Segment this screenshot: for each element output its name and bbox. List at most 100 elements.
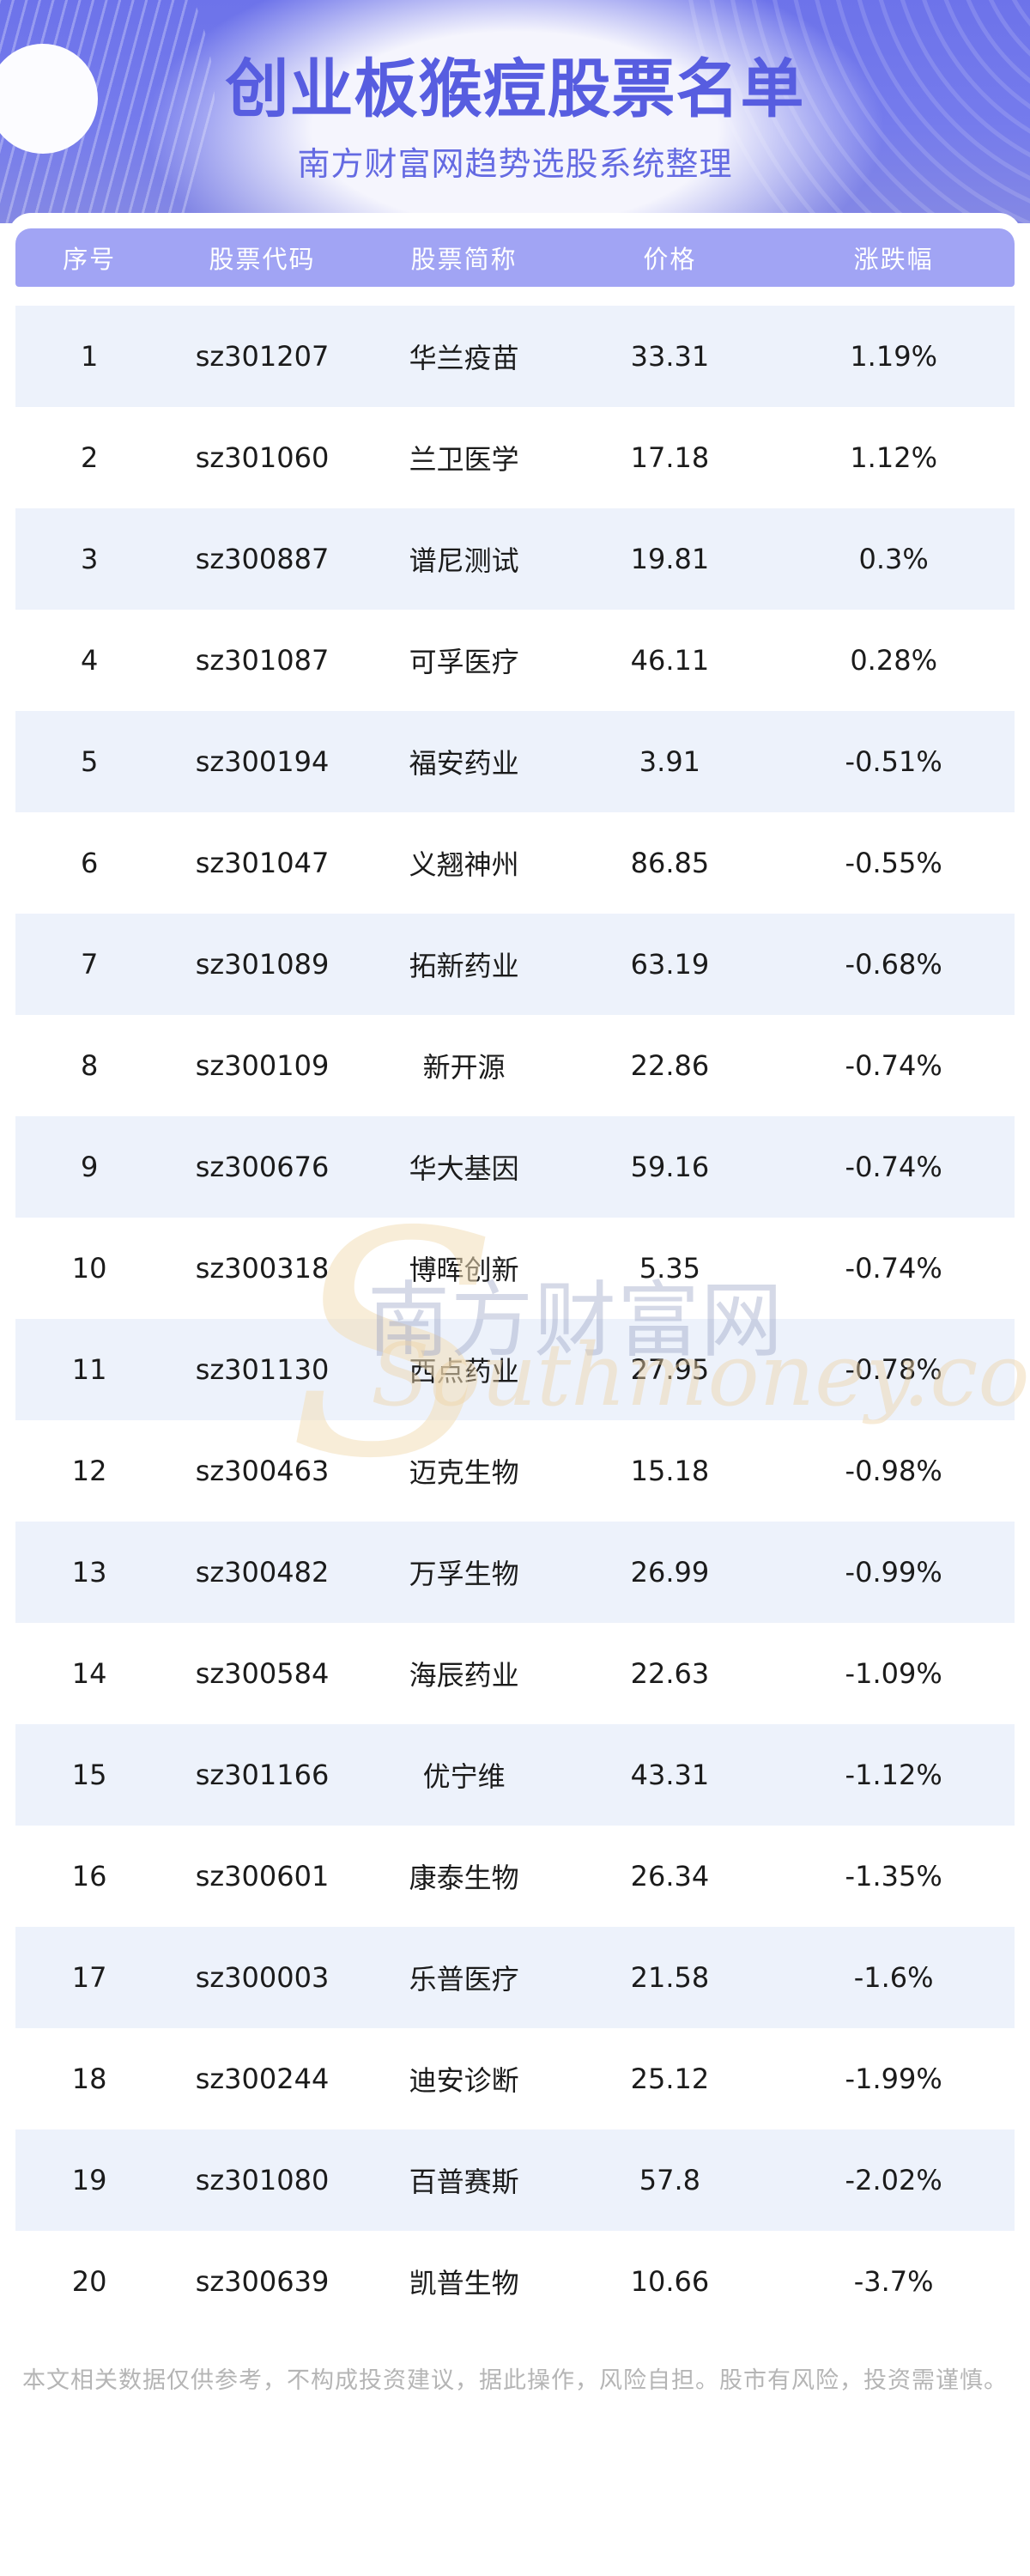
cell-change: -1.99% [845, 2063, 942, 2095]
title-backdrop-glow [0, 0, 1030, 223]
cell-name: 康泰生物 [409, 1862, 519, 1894]
cell-change: -1.35% [845, 1860, 942, 1893]
table-row: 18 sz300244 迪安诊断 25.12 -1.99% [15, 2028, 1015, 2129]
cell-index: 19 [71, 2164, 107, 2196]
cell-name: 可孚医疗 [409, 646, 519, 678]
cell-index: 12 [71, 1455, 107, 1487]
cell-index: 14 [71, 1657, 107, 1690]
cell-name: 拓新药业 [409, 950, 519, 982]
cell-index: 15 [71, 1759, 107, 1791]
table-row: 14 sz300584 海辰药业 22.63 -1.09% [15, 1623, 1015, 1724]
cell-change: -1.09% [845, 1657, 942, 1690]
cell-index: 13 [71, 1556, 107, 1589]
cell-index: 11 [71, 1353, 107, 1386]
cell-index: 10 [71, 1252, 107, 1285]
cell-code: sz300109 [195, 1049, 330, 1082]
cell-change: -0.55% [845, 847, 942, 879]
cell-name: 迈克生物 [409, 1456, 519, 1489]
table-row: 6 sz301047 义翘神州 86.85 -0.55% [15, 812, 1015, 914]
cell-price: 63.19 [630, 948, 710, 981]
page-subtitle: 南方财富网趋势选股系统整理 [297, 145, 733, 183]
cell-code: sz301047 [195, 847, 330, 879]
cell-name: 西点药业 [409, 1355, 519, 1388]
cell-code: sz300194 [195, 745, 330, 778]
cell-change: -0.68% [845, 948, 942, 981]
cell-index: 18 [71, 2063, 107, 2095]
table-row: 19 sz301080 百普赛斯 57.8 -2.02% [15, 2129, 1015, 2231]
cell-name: 福安药业 [409, 747, 519, 780]
cell-name: 海辰药业 [409, 1659, 519, 1692]
cell-price: 5.35 [639, 1252, 701, 1285]
cell-change: -0.98% [845, 1455, 942, 1487]
column-header-price: 价格 [643, 245, 697, 274]
cell-code: sz301080 [195, 2164, 330, 2196]
cell-change: 0.28% [850, 644, 937, 677]
cell-price: 21.58 [630, 1961, 710, 1994]
cell-name: 百普赛斯 [409, 2166, 519, 2198]
cell-code: sz300639 [195, 2265, 330, 2298]
cell-index: 20 [71, 2265, 107, 2298]
cell-change: -2.02% [845, 2164, 942, 2196]
cell-code: sz300601 [195, 1860, 330, 1893]
cell-price: 26.34 [630, 1860, 710, 1893]
cell-price: 10.66 [630, 2265, 710, 2298]
cell-index: 8 [80, 1049, 99, 1082]
cell-price: 17.18 [630, 441, 710, 474]
column-header-code: 股票代码 [209, 245, 316, 274]
cell-price: 27.95 [630, 1353, 710, 1386]
cell-change: -0.74% [845, 1151, 942, 1183]
table-row: 5 sz300194 福安药业 3.91 -0.51% [15, 711, 1015, 812]
cell-index: 16 [71, 1860, 107, 1893]
cell-name: 新开源 [422, 1051, 506, 1084]
cell-name: 博晖创新 [409, 1254, 519, 1286]
cell-name: 凯普生物 [409, 2267, 519, 2300]
cell-index: 1 [80, 340, 99, 373]
table-row: 1 sz301207 华兰疫苗 33.31 1.19% [15, 306, 1015, 407]
cell-change: -0.74% [845, 1049, 942, 1082]
table-row: 12 sz300463 迈克生物 15.18 -0.98% [15, 1420, 1015, 1522]
table-row: 13 sz300482 万孚生物 26.99 -0.99% [15, 1522, 1015, 1623]
cell-price: 43.31 [630, 1759, 710, 1791]
cell-name: 优宁维 [422, 1760, 506, 1793]
cell-change: 0.3% [858, 543, 929, 575]
table-row: 17 sz300003 乐普医疗 21.58 -1.6% [15, 1927, 1015, 2028]
table-row: 20 sz300639 凯普生物 10.66 -3.7% [15, 2231, 1015, 2332]
cell-code: sz300318 [195, 1252, 330, 1285]
disclaimer-text: 本文相关数据仅供参考，不构成投资建议，据此操作，风险自担。股市有风险，投资需谨慎… [22, 2367, 1008, 2394]
cell-price: 3.91 [639, 745, 701, 778]
cell-price: 33.31 [630, 340, 710, 373]
cell-name: 华兰疫苗 [409, 342, 519, 374]
cell-code: sz301166 [195, 1759, 330, 1791]
cell-change: -1.6% [853, 1961, 934, 1994]
cell-price: 22.86 [630, 1049, 710, 1082]
table-row: 3 sz300887 谱尼测试 19.81 0.3% [15, 508, 1015, 610]
cell-name: 迪安诊断 [409, 2064, 519, 2097]
cell-index: 2 [80, 441, 99, 474]
cell-index: 5 [80, 745, 99, 778]
cell-change: -0.78% [845, 1353, 942, 1386]
cell-index: 4 [80, 644, 99, 677]
cell-code: sz300676 [195, 1151, 330, 1183]
cell-code: sz300482 [195, 1556, 330, 1589]
cell-price: 19.81 [630, 543, 710, 575]
table-row: 10 sz300318 博晖创新 5.35 -0.74% [15, 1218, 1015, 1319]
cell-code: sz301089 [195, 948, 330, 981]
table-row: 16 sz300601 康泰生物 26.34 -1.35% [15, 1826, 1015, 1927]
table-row: 15 sz301166 优宁维 43.31 -1.12% [15, 1724, 1015, 1826]
cell-change: -0.74% [845, 1252, 942, 1285]
cell-price: 86.85 [630, 847, 710, 879]
cell-change: -0.51% [845, 745, 942, 778]
table-row: 8 sz300109 新开源 22.86 -0.74% [15, 1015, 1015, 1116]
cell-price: 15.18 [630, 1455, 710, 1487]
cell-change: -0.99% [845, 1556, 942, 1589]
cell-name: 乐普医疗 [409, 1963, 519, 1996]
cell-code: sz301060 [195, 441, 330, 474]
cell-index: 3 [80, 543, 99, 575]
column-header-name: 股票简称 [410, 245, 518, 274]
table-header-row: 序号 股票代码 股票简称 价格 涨跌幅 [15, 228, 1015, 287]
cell-name: 谱尼测试 [409, 544, 519, 577]
table-row: 11 sz301130 西点药业 27.95 -0.78% [15, 1319, 1015, 1420]
cell-name: 兰卫医学 [409, 443, 519, 476]
cell-price: 59.16 [630, 1151, 710, 1183]
